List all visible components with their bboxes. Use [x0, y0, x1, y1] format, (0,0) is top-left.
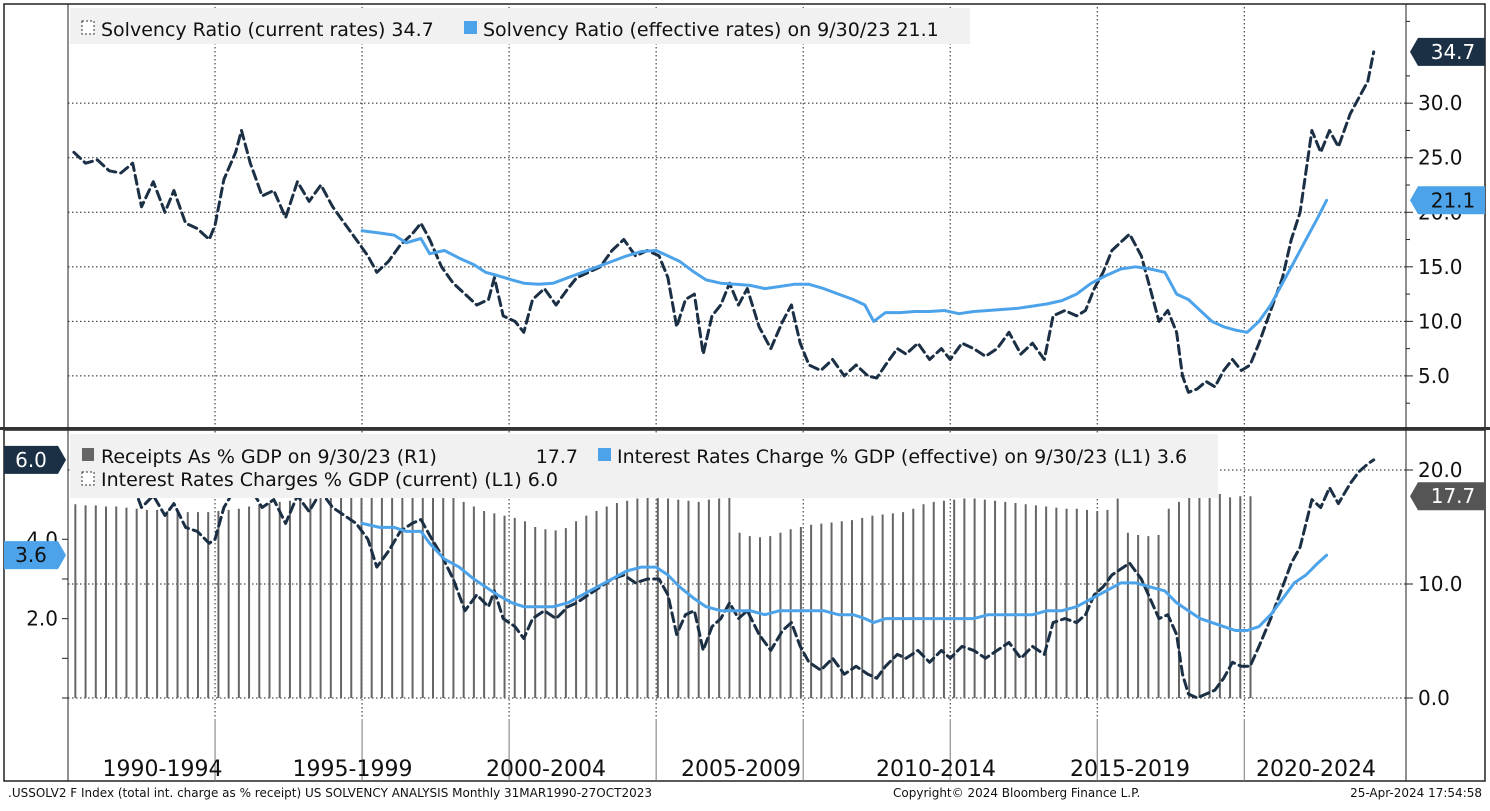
top-right-tick-label: 25.0 [1418, 146, 1463, 170]
bottom-right-tick-label: 10.0 [1418, 572, 1463, 596]
tag-interest-effective-bg [4, 541, 66, 570]
top-legend-box [70, 8, 970, 44]
tag-interest-current-bg [4, 445, 66, 474]
tag-solvency-current-label: 34.7 [1431, 40, 1476, 64]
tag-solvency-current-bg [1410, 37, 1485, 66]
top-panel-frame [3, 3, 1486, 429]
footer-source-text: .USSOLV2 F Index (total int. charge as %… [8, 786, 652, 800]
bottom-right-tick-label: 20.0 [1418, 458, 1463, 482]
top-right-tick-label: 5.0 [1418, 364, 1450, 388]
bottom-right-tick-label: 0.0 [1418, 686, 1450, 710]
x-period-label: 2020-2024 [1256, 757, 1376, 782]
bottom-left-tick-label: 2.0 [26, 607, 58, 631]
footer-copyright-text: Copyright© 2024 Bloomberg Finance L.P. [893, 786, 1141, 800]
tag-receipts-bg [1410, 482, 1485, 511]
interest-charge-effective-line [360, 521, 1329, 632]
top-right-tick-label: 30.0 [1418, 91, 1463, 115]
x-period-label: 2015-2019 [1070, 757, 1190, 782]
legend-blue-swatch [464, 21, 477, 34]
x-period-label: 2005-2009 [681, 757, 801, 782]
legend-blue-swatch [598, 448, 611, 461]
x-period-label: 1995-1999 [293, 757, 413, 782]
footer-timestamp-text: 25-Apr-2024 17:54:58 [1350, 786, 1482, 800]
tag-solvency-effective-label: 21.1 [1431, 188, 1476, 212]
tag-interest-current-label: 6.0 [15, 448, 47, 472]
tag-interest-effective-label: 3.6 [15, 543, 47, 567]
legend-solvency-current-label: Solvency Ratio (current rates) 34.7 [101, 19, 434, 41]
solvency-ratio-effective-line [360, 198, 1329, 334]
legend-receipts-label: Receipts As % GDP on 9/30/23 (R1) [101, 446, 437, 468]
solvency-ratio-current-line [72, 50, 1376, 394]
legend-interest-current-label: Interest Rates Charges % GDP (current) (… [101, 469, 558, 491]
bottom-legend-box [70, 434, 1218, 498]
top-right-tick-label: 10.0 [1418, 309, 1463, 333]
legend-dashed-swatch [81, 471, 95, 486]
top-right-tick-label: 15.0 [1418, 255, 1463, 279]
legend-interest-effective-label: Interest Rates Charge % GDP (effective) … [617, 446, 1187, 468]
x-period-label: 1990-1994 [103, 757, 223, 782]
legend-dashed-swatch [81, 20, 95, 35]
tag-receipts-label: 17.7 [1431, 484, 1476, 508]
legend-bar-swatch [82, 448, 94, 461]
legend-solvency-effective-label: Solvency Ratio (effective rates) on 9/30… [483, 19, 939, 41]
x-period-label: 2010-2014 [876, 757, 996, 782]
legend-receipts-value: 17.7 [536, 446, 578, 468]
x-period-label: 2000-2004 [486, 757, 606, 782]
tag-solvency-effective-bg [1410, 186, 1485, 215]
interest-charges-current-line [72, 458, 1376, 700]
